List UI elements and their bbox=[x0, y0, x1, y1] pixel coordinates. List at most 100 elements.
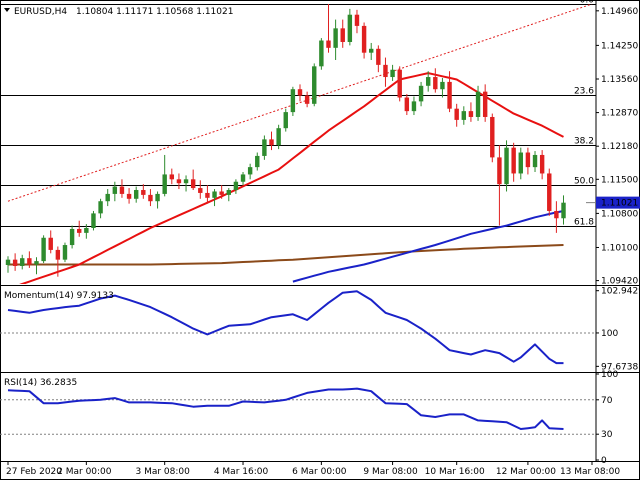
candle-body bbox=[532, 154, 538, 168]
candle-body bbox=[148, 194, 153, 202]
candle-body bbox=[312, 66, 317, 104]
candle-body bbox=[133, 190, 139, 199]
price-tick-label: 1.14960 bbox=[601, 7, 638, 17]
price-tick-label: 1.11500 bbox=[601, 175, 638, 185]
moving-average-fast bbox=[19, 72, 564, 284]
moving-average-slow bbox=[8, 244, 564, 266]
candle-body bbox=[55, 249, 61, 260]
candle-body bbox=[333, 28, 338, 48]
current-price-label: 1.11021 bbox=[601, 199, 638, 209]
candle-body bbox=[212, 191, 217, 198]
momentum-tick-label: 100 bbox=[601, 329, 618, 339]
candle-body bbox=[48, 237, 53, 250]
candle-body bbox=[276, 128, 281, 146]
candle-body bbox=[497, 157, 502, 185]
candle-body bbox=[34, 261, 39, 265]
candle-body bbox=[169, 174, 175, 180]
fib-level-label: 38.2 bbox=[574, 137, 594, 147]
candle-body bbox=[461, 111, 467, 120]
candle-body bbox=[433, 77, 438, 90]
candle-body bbox=[119, 186, 125, 194]
rsi-tick-label: 30 bbox=[601, 430, 613, 440]
time-tick-label: 13 Mar 08:00 bbox=[560, 467, 620, 477]
time-tick-label: 4 Mar 16:00 bbox=[214, 467, 269, 477]
price-tick-label: 1.10800 bbox=[601, 209, 638, 219]
candle-body bbox=[425, 77, 431, 86]
candle-body bbox=[361, 25, 367, 53]
candle-body bbox=[518, 152, 523, 174]
time-tick-label: 2 Mar 00:00 bbox=[57, 467, 112, 477]
rsi-tick-label: 70 bbox=[601, 396, 613, 406]
time-tick-label: 6 Mar 00:00 bbox=[292, 467, 347, 477]
candle-body bbox=[69, 228, 75, 246]
current-price-box bbox=[596, 196, 640, 209]
candle-body bbox=[255, 155, 260, 168]
candle-body bbox=[490, 116, 495, 158]
candle-body bbox=[297, 89, 303, 96]
time-tick-label: 10 Mar 16:00 bbox=[425, 467, 485, 477]
candle-body bbox=[454, 108, 459, 120]
candle-body bbox=[27, 258, 32, 265]
rsi-label: RSI(14) 36.2835 bbox=[4, 378, 77, 388]
candle-body bbox=[190, 179, 196, 189]
ohlc-readout: 1.10804 1.11171 1.10568 1.11021 bbox=[76, 7, 233, 17]
candle-body bbox=[105, 193, 110, 202]
price-tick-label: 1.12870 bbox=[601, 109, 638, 119]
candle-body bbox=[98, 201, 103, 214]
candle-body bbox=[340, 28, 345, 42]
candle-body bbox=[369, 48, 374, 53]
candle-body bbox=[226, 190, 231, 195]
candle-body bbox=[240, 174, 246, 182]
candle-body bbox=[383, 64, 388, 78]
candle-body bbox=[84, 228, 89, 233]
candle-body bbox=[475, 91, 481, 117]
candle-body bbox=[198, 188, 203, 193]
candle-body bbox=[554, 210, 559, 219]
dropdown-triangle-icon bbox=[4, 8, 10, 12]
candle-body bbox=[440, 81, 445, 90]
candle-body bbox=[504, 147, 509, 185]
candle-body bbox=[183, 179, 189, 184]
symbol-label: EURUSD,H4 bbox=[14, 7, 67, 17]
momentum-tick-label: 102.9429 bbox=[601, 287, 640, 297]
moving-average-mid bbox=[292, 210, 564, 283]
candle-body bbox=[219, 191, 224, 195]
price-tick-label: 1.13560 bbox=[601, 75, 638, 85]
time-tick-label: 9 Mar 08:00 bbox=[363, 467, 418, 477]
candle-body bbox=[77, 228, 82, 233]
candle-body bbox=[269, 139, 274, 146]
momentum-line bbox=[7, 290, 564, 365]
rsi-line bbox=[7, 387, 564, 430]
price-tick-label: 1.14250 bbox=[601, 41, 638, 51]
candle-body bbox=[91, 213, 96, 228]
price-tick-label: 1.12180 bbox=[601, 142, 638, 152]
candle-body bbox=[283, 112, 288, 129]
rsi-tick-label: 100 bbox=[601, 370, 618, 380]
fib-level-label: 0.0 bbox=[580, 0, 595, 6]
candle-body bbox=[112, 186, 118, 194]
candle-body bbox=[304, 95, 310, 104]
candle-body bbox=[511, 147, 516, 174]
candle-body bbox=[247, 167, 253, 175]
candle-body bbox=[176, 179, 182, 184]
candle-body bbox=[205, 192, 210, 198]
candle-body bbox=[539, 154, 545, 174]
candle-body bbox=[319, 40, 324, 67]
candle-body bbox=[141, 190, 146, 195]
time-tick-label: 3 Mar 08:00 bbox=[135, 467, 190, 477]
candle-body bbox=[418, 85, 424, 102]
fib-level-label: 23.6 bbox=[574, 87, 594, 97]
price-tick-label: 1.09420 bbox=[601, 277, 638, 287]
candle-body bbox=[447, 81, 452, 109]
candle-body bbox=[41, 237, 46, 262]
candle-body bbox=[354, 14, 360, 26]
candle-body bbox=[376, 48, 381, 65]
momentum-tick-label: 97.6738 bbox=[601, 362, 638, 372]
candle-body bbox=[547, 173, 552, 211]
momentum-label: Momentum(14) 97.9133 bbox=[4, 291, 114, 301]
candle-body bbox=[162, 174, 167, 194]
main-pane bbox=[0, 4, 596, 284]
